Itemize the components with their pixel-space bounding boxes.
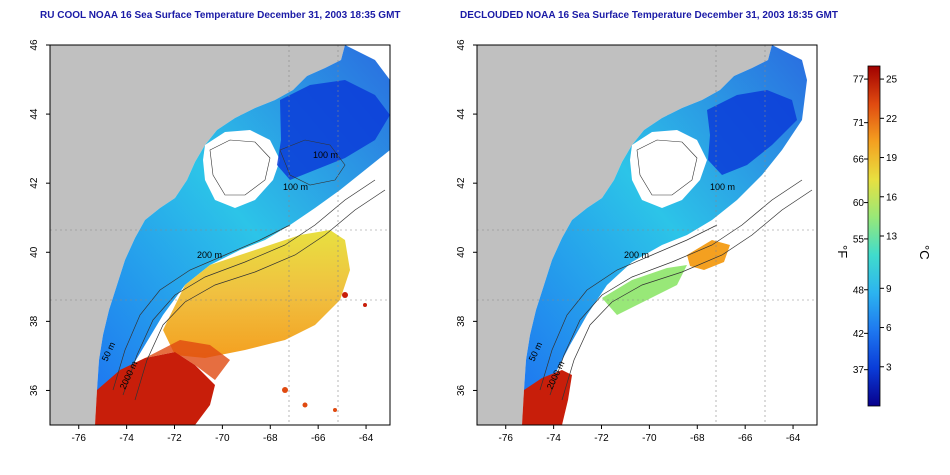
lon-tick-label: -64 — [786, 433, 801, 444]
colorbar-svg: 25 22 19 16 13 9 6 3 77 71 66 60 55 48 42 37 °F °C — [835, 65, 932, 407]
lon-tick-label: -64 — [359, 433, 374, 444]
left-map-panel: 50 m 2000 m 200 m 100 m 100 m -76 -74 -72-… — [29, 39, 395, 444]
colorbar-gradient — [867, 65, 881, 407]
offshore-warm-water — [163, 230, 350, 358]
lat-tick-label: 36 — [29, 384, 40, 396]
land-mass — [50, 45, 345, 425]
lon-tick-label: -76 — [72, 433, 87, 444]
lat-tick-label: 42 — [29, 177, 40, 189]
warm-speck — [282, 387, 288, 393]
cloud-patch — [630, 130, 707, 208]
contour-200m — [122, 179, 376, 396]
celsius-tick-label: 3 — [886, 362, 892, 373]
celsius-tick-label: 6 — [886, 323, 892, 334]
lat-tick-label: 40 — [29, 246, 40, 258]
celsius-tick-label: 13 — [886, 232, 898, 243]
map-frame — [476, 44, 818, 426]
fahrenheit-tick-label: 66 — [853, 154, 865, 165]
gulf-stream-edge — [145, 340, 230, 380]
contour-label: 200 m — [197, 250, 222, 260]
fahrenheit-tick-label: 42 — [853, 329, 865, 340]
colorbar-ticks: 25 22 19 16 13 9 6 3 77 71 66 60 55 48 42 37 — [853, 75, 898, 377]
celsius-tick-label: 25 — [886, 75, 898, 86]
contour-label: 100 m — [313, 150, 338, 160]
celsius-tick-label: 16 — [886, 192, 898, 203]
warm-speck — [333, 408, 337, 412]
warm-eddy — [687, 240, 730, 270]
fahrenheit-tick-label: 71 — [853, 118, 865, 129]
axis-ticks: -76 -74 -72 -70 -68 -66 -64 36 38 40 42 44 46 — [456, 39, 801, 444]
left-map-title: RU COOL NOAA 16 Sea Surface Temperature … — [40, 10, 401, 21]
contour-50m — [112, 224, 291, 391]
cold-water-maine — [277, 80, 390, 180]
right-map-title: DECLOUDED NOAA 16 Sea Surface Temperatur… — [460, 10, 838, 21]
warm-speck — [363, 303, 367, 307]
lon-tick-label: -70 — [215, 433, 230, 444]
right-map-svg: 50 m 2000 m 200 m 100 m -76 -74 -72 -70 -68-… — [456, 39, 818, 444]
lat-tick-label: 44 — [29, 108, 40, 120]
celsius-label: °C — [917, 245, 932, 260]
contour-50m — [539, 224, 718, 391]
lat-tick-label: 38 — [456, 315, 467, 327]
fahrenheit-tick-label: 77 — [853, 75, 865, 86]
celsius-tick-label: 22 — [886, 114, 898, 125]
lat-tick-label: 46 — [29, 39, 40, 51]
grid-lines — [477, 45, 817, 425]
lon-tick-label: -72 — [594, 433, 609, 444]
warm-speck — [342, 292, 348, 298]
map-frame — [49, 44, 391, 426]
contour-label: 100 m — [283, 182, 308, 192]
right-map-panel: 50 m 2000 m 200 m 100 m -76 -74 -72 -70 -68-… — [456, 39, 822, 444]
cold-water-maine — [707, 90, 797, 175]
lon-tick-label: -74 — [119, 433, 134, 444]
contour-200m — [549, 179, 803, 396]
contour-label: 200 m — [624, 250, 649, 260]
left-map-svg: 50 m 2000 m 200 m 100 m 100 m -76 -74 -72-… — [29, 39, 391, 444]
lat-tick-label: 38 — [29, 315, 40, 327]
contour-100m — [209, 139, 271, 196]
celsius-tick-label: 9 — [886, 284, 892, 295]
land-mass — [477, 45, 772, 425]
gulf-stream — [95, 352, 215, 425]
contour-2000m — [134, 189, 386, 401]
lon-tick-label: -76 — [499, 433, 514, 444]
lon-tick-label: -74 — [546, 433, 561, 444]
axis-ticks: -76 -74 -72 -70 -68 -66 -64 36 38 40 42 44 46 — [29, 39, 374, 444]
lat-tick-label: 46 — [456, 39, 467, 51]
fahrenheit-label: °F — [835, 245, 850, 258]
fahrenheit-tick-label: 37 — [853, 365, 865, 376]
fahrenheit-tick-label: 60 — [853, 198, 865, 209]
lon-tick-label: -70 — [642, 433, 657, 444]
temperature-colorbar: 25 22 19 16 13 9 6 3 77 71 66 60 55 48 42 37 °F °C — [830, 60, 940, 420]
warm-speck — [302, 402, 308, 408]
lon-tick-label: -66 — [738, 433, 753, 444]
lon-tick-label: -68 — [690, 433, 705, 444]
lat-tick-label: 42 — [456, 177, 467, 189]
lat-tick-label: 40 — [456, 246, 467, 258]
fahrenheit-tick-label: 48 — [853, 285, 865, 296]
lon-tick-label: -68 — [263, 433, 278, 444]
cloud-patch — [203, 130, 280, 208]
contour-2000m — [561, 189, 813, 401]
lat-tick-label: 36 — [456, 384, 467, 396]
lat-tick-label: 44 — [456, 108, 467, 120]
contour-100m — [636, 139, 698, 196]
lon-tick-label: -66 — [311, 433, 326, 444]
lon-tick-label: -72 — [167, 433, 182, 444]
contour-100m — [279, 139, 346, 186]
grid-lines — [50, 45, 390, 425]
contour-label: 100 m — [710, 182, 735, 192]
gulf-stream — [522, 370, 572, 425]
fahrenheit-tick-label: 55 — [853, 234, 865, 245]
celsius-tick-label: 19 — [886, 153, 898, 164]
